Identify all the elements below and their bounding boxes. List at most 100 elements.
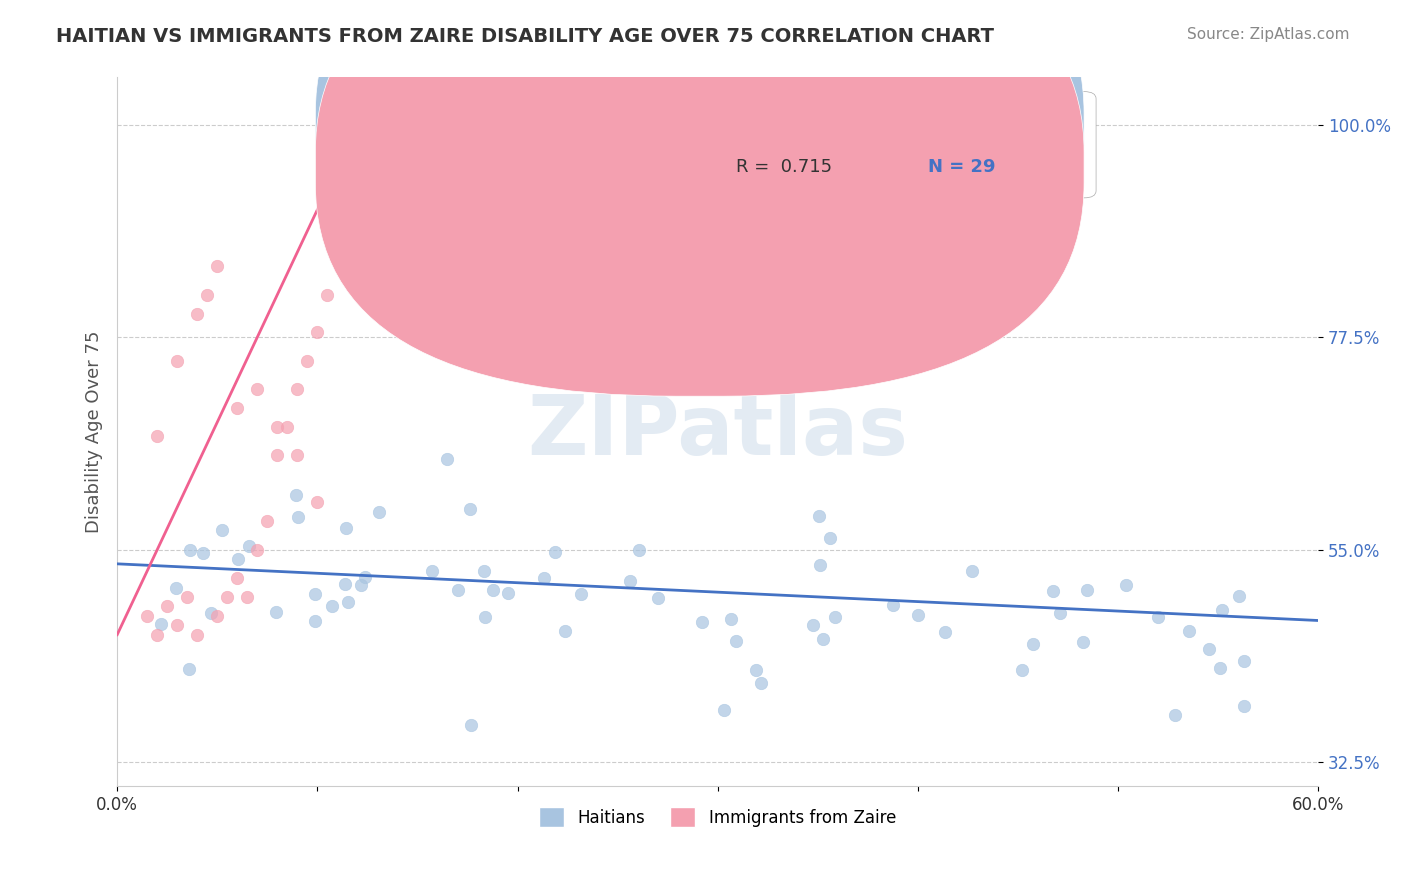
Point: [907, 608, 929, 623]
Point: [350, 578, 373, 592]
Point: [236, 590, 259, 604]
Point: [146, 429, 169, 443]
Point: [458, 501, 481, 516]
Point: [186, 307, 208, 321]
FancyBboxPatch shape: [651, 92, 1097, 198]
Point: [226, 401, 249, 415]
Point: [217, 590, 239, 604]
Point: [824, 609, 846, 624]
Text: ZIPatlas: ZIPatlas: [527, 391, 908, 472]
Point: [368, 505, 391, 519]
Point: [647, 591, 669, 605]
Point: [422, 564, 444, 578]
Point: [1076, 583, 1098, 598]
Point: [569, 586, 592, 600]
Point: [354, 569, 377, 583]
Point: [808, 558, 831, 573]
Point: [1042, 584, 1064, 599]
Point: [207, 608, 229, 623]
Point: [207, 260, 229, 274]
Point: [1115, 577, 1137, 591]
Point: [1049, 607, 1071, 621]
Point: [307, 495, 329, 509]
Point: [749, 676, 772, 690]
Point: [474, 610, 496, 624]
Point: [934, 625, 956, 640]
Point: [811, 632, 834, 646]
Point: [246, 382, 269, 396]
Point: [285, 448, 308, 462]
Point: [1211, 603, 1233, 617]
Point: [554, 624, 576, 638]
Point: [285, 488, 308, 502]
Point: [287, 510, 309, 524]
Point: [177, 662, 200, 676]
Point: [1071, 635, 1094, 649]
Point: [256, 514, 278, 528]
Point: [724, 634, 747, 648]
Point: [1232, 654, 1254, 668]
Text: Source: ZipAtlas.com: Source: ZipAtlas.com: [1187, 27, 1350, 42]
Point: [690, 615, 713, 630]
Point: [335, 521, 357, 535]
Point: [482, 583, 505, 598]
Text: HAITIAN VS IMMIGRANTS FROM ZAIRE DISABILITY AGE OVER 75 CORRELATION CHART: HAITIAN VS IMMIGRANTS FROM ZAIRE DISABIL…: [56, 27, 994, 45]
Point: [333, 576, 356, 591]
Point: [801, 617, 824, 632]
Point: [238, 540, 260, 554]
Point: [226, 552, 249, 566]
Point: [316, 287, 339, 301]
Point: [1257, 855, 1279, 869]
Point: [200, 606, 222, 620]
Point: [882, 598, 904, 612]
Point: [211, 523, 233, 537]
Point: [226, 571, 249, 585]
Point: [297, 353, 319, 368]
Point: [266, 420, 288, 434]
Point: [1164, 707, 1187, 722]
Point: [266, 448, 288, 462]
Point: [285, 382, 308, 396]
Point: [1198, 642, 1220, 657]
Point: [166, 618, 188, 632]
Point: [304, 587, 326, 601]
Point: [498, 586, 520, 600]
Point: [544, 545, 567, 559]
Text: N = 29: N = 29: [928, 159, 995, 177]
Point: [720, 612, 742, 626]
Point: [808, 508, 831, 523]
Point: [304, 615, 326, 629]
Point: [179, 543, 201, 558]
Point: [1178, 624, 1201, 638]
Point: [326, 212, 349, 227]
Point: [186, 628, 208, 642]
Point: [166, 353, 188, 368]
Point: [321, 599, 343, 613]
Point: [1147, 609, 1170, 624]
Point: [176, 590, 198, 604]
Point: [136, 608, 159, 623]
Point: [745, 663, 768, 677]
FancyBboxPatch shape: [315, 0, 1084, 357]
Point: [1011, 663, 1033, 677]
Legend: Haitians, Immigrants from Zaire: Haitians, Immigrants from Zaire: [533, 800, 903, 834]
FancyBboxPatch shape: [315, 0, 1084, 396]
Point: [246, 542, 269, 557]
Point: [460, 718, 482, 732]
Point: [146, 628, 169, 642]
Point: [447, 582, 470, 597]
Point: [1022, 637, 1045, 651]
Text: R = -0.262: R = -0.262: [735, 121, 832, 139]
Point: [149, 617, 172, 632]
Point: [1227, 589, 1250, 603]
Point: [472, 564, 495, 578]
Point: [619, 574, 641, 589]
Point: [276, 420, 298, 434]
Point: [307, 326, 329, 340]
Point: [436, 452, 458, 467]
Point: [266, 605, 288, 619]
Point: [193, 546, 215, 560]
Text: N = 70: N = 70: [928, 121, 995, 139]
Point: [156, 599, 179, 614]
Point: [165, 582, 187, 596]
